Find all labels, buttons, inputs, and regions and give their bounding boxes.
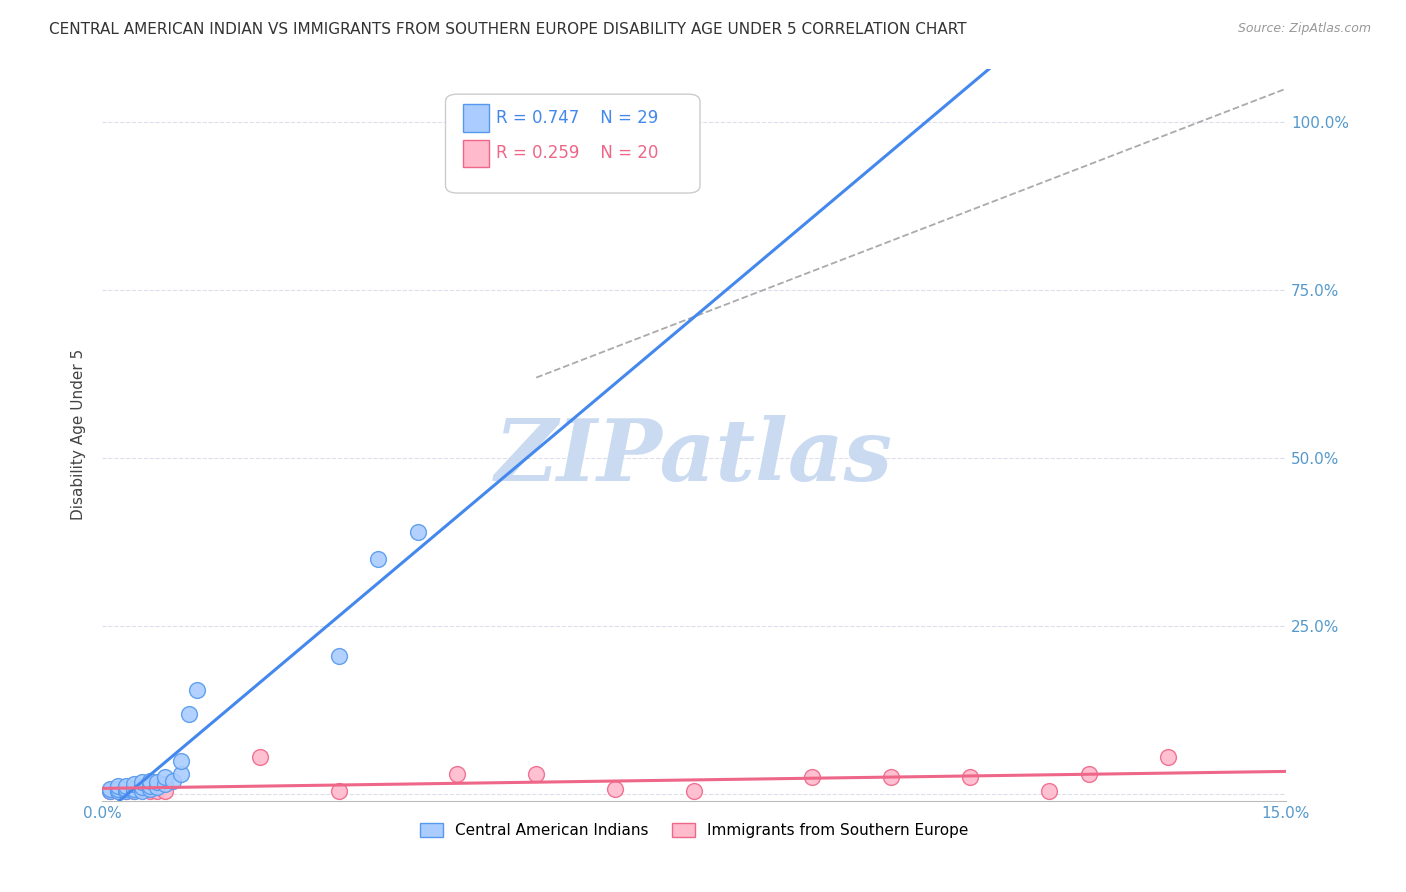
Point — [122, 777, 145, 791]
Point — [115, 784, 138, 798]
Point — [98, 784, 121, 798]
Point — [524, 767, 547, 781]
Point — [146, 775, 169, 789]
Point — [249, 750, 271, 764]
Point — [186, 683, 208, 698]
Point — [605, 781, 627, 796]
Text: R = 0.747    N = 29: R = 0.747 N = 29 — [496, 110, 658, 128]
Point — [107, 784, 129, 798]
Point — [115, 784, 138, 798]
Point — [122, 784, 145, 798]
Point — [1077, 767, 1099, 781]
Text: R = 0.259    N = 20: R = 0.259 N = 20 — [496, 145, 659, 162]
Point — [328, 784, 350, 798]
Point — [115, 779, 138, 793]
Text: Source: ZipAtlas.com: Source: ZipAtlas.com — [1237, 22, 1371, 36]
Point — [98, 784, 121, 798]
Point — [1156, 750, 1178, 764]
Point — [162, 773, 184, 788]
Point — [406, 525, 429, 540]
Point — [146, 780, 169, 795]
Text: ZIPatlas: ZIPatlas — [495, 415, 893, 499]
Point — [367, 552, 389, 566]
Point — [138, 779, 160, 793]
Point — [107, 779, 129, 793]
Point — [138, 773, 160, 788]
Point — [170, 754, 193, 768]
FancyBboxPatch shape — [463, 104, 489, 132]
Point — [122, 781, 145, 796]
Legend: Central American Indians, Immigrants from Southern Europe: Central American Indians, Immigrants fro… — [413, 817, 974, 845]
Point — [155, 784, 177, 798]
Point — [115, 781, 138, 796]
Point — [683, 784, 706, 798]
Point — [959, 770, 981, 784]
Point — [131, 775, 153, 789]
Point — [801, 770, 824, 784]
Text: CENTRAL AMERICAN INDIAN VS IMMIGRANTS FROM SOUTHERN EUROPE DISABILITY AGE UNDER : CENTRAL AMERICAN INDIAN VS IMMIGRANTS FR… — [49, 22, 967, 37]
Point — [155, 770, 177, 784]
Point — [177, 706, 200, 721]
Point — [1038, 784, 1060, 798]
Point — [170, 767, 193, 781]
Point — [446, 767, 468, 781]
Point — [146, 784, 169, 798]
FancyBboxPatch shape — [446, 95, 700, 193]
Point — [107, 781, 129, 796]
Point — [107, 784, 129, 798]
FancyBboxPatch shape — [463, 139, 489, 168]
Point — [138, 781, 160, 796]
Point — [138, 784, 160, 798]
Point — [328, 649, 350, 664]
Point — [155, 777, 177, 791]
Point — [122, 784, 145, 798]
Point — [131, 780, 153, 795]
Point — [131, 781, 153, 796]
Point — [98, 781, 121, 796]
Point — [880, 770, 903, 784]
Point — [131, 784, 153, 798]
Y-axis label: Disability Age Under 5: Disability Age Under 5 — [72, 349, 86, 520]
